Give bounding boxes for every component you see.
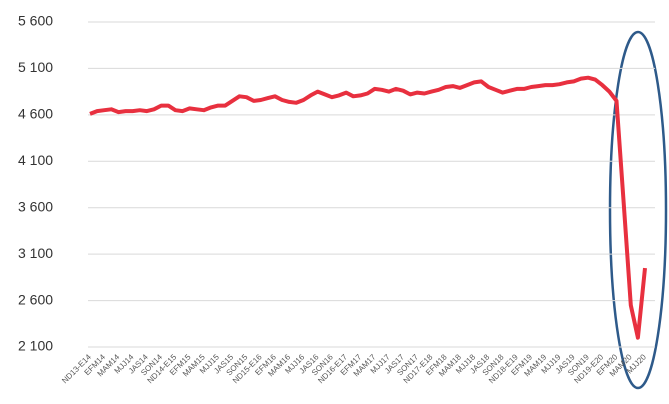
y-tick-label: 5 100 — [18, 59, 53, 75]
highlight-ellipse — [608, 30, 668, 390]
y-tick-label: 3 100 — [18, 245, 53, 261]
y-tick-label: 3 600 — [18, 198, 53, 214]
y-tick-label: 5 600 — [18, 13, 53, 29]
y-tick-label: 4 600 — [18, 106, 53, 122]
y-tick-label: 4 100 — [18, 152, 53, 168]
y-tick-label: 2 100 — [18, 338, 53, 354]
data-line — [89, 75, 647, 340]
y-tick-label: 2 600 — [18, 291, 53, 307]
